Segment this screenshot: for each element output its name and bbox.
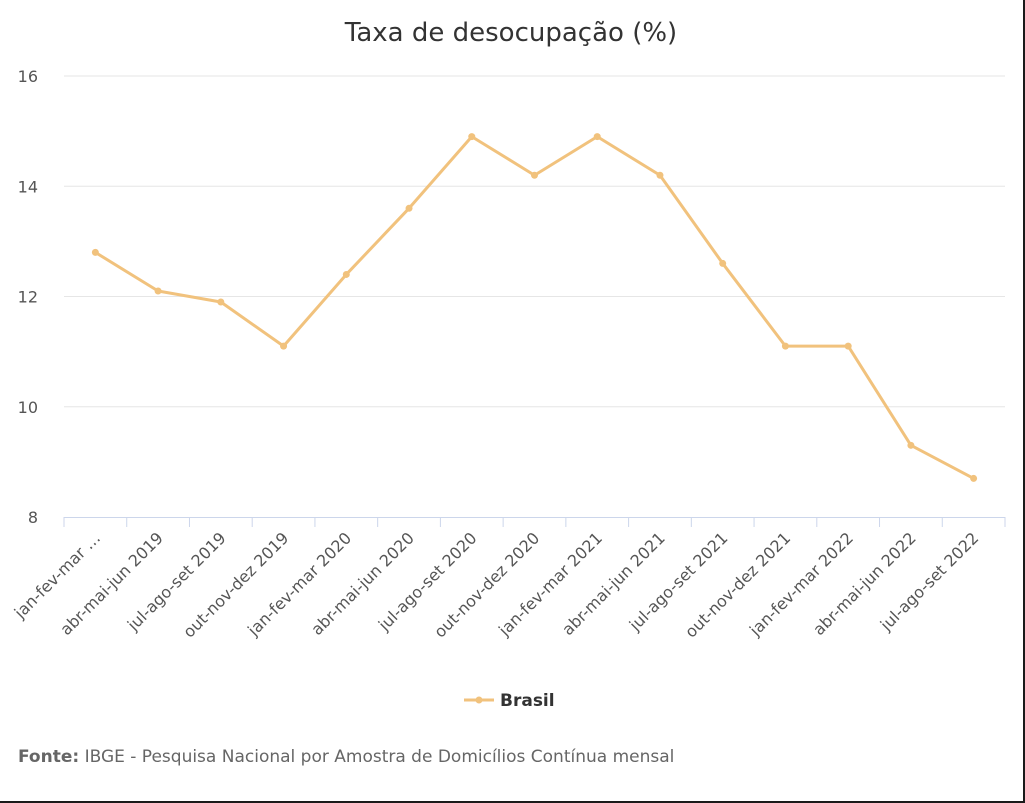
x-tick-label: out-nov-dez 2019: [179, 528, 292, 641]
source-label: Fonte:: [18, 747, 80, 767]
data-point[interactable]: [844, 342, 852, 350]
data-point[interactable]: [719, 259, 727, 267]
legend-swatch-marker: [475, 696, 483, 704]
data-point[interactable]: [468, 133, 476, 141]
series-layer: [91, 133, 978, 482]
y-axis-tick-labels: 8 10 12 14 16: [18, 67, 38, 527]
y-tick-label: 12: [18, 288, 38, 307]
source-text: IBGE - Pesquisa Nacional por Amostra de …: [84, 747, 675, 767]
legend[interactable]: Brasil: [464, 691, 555, 711]
data-point[interactable]: [154, 287, 162, 295]
data-point[interactable]: [656, 171, 664, 179]
x-tick-label: jan-fev-mar 2022: [745, 528, 857, 640]
x-tick-label: out-nov-dez 2020: [430, 528, 543, 641]
x-axis-tick-labels: jan-fev-mar …abr-mai-jun 2019jul-ago-set…: [10, 528, 983, 641]
series-line-0: [93, 135, 976, 480]
grid-lines: [64, 75, 1005, 408]
data-point[interactable]: [593, 133, 601, 141]
y-tick-label: 8: [28, 508, 38, 527]
y-tick-label: 14: [18, 177, 38, 196]
chart-title: Taxa de desocupação (%): [344, 18, 677, 48]
data-point[interactable]: [531, 171, 538, 179]
data-point[interactable]: [217, 298, 225, 306]
x-tick-label: out-nov-dez 2021: [681, 528, 794, 641]
data-point[interactable]: [907, 441, 915, 449]
data-point[interactable]: [781, 342, 789, 350]
source-note: Fonte: IBGE - Pesquisa Nacional por Amos…: [18, 747, 674, 767]
x-axis: [63, 517, 1006, 527]
data-point[interactable]: [280, 342, 288, 350]
x-tick-label: jan-fev-mar 2020: [243, 528, 355, 640]
y-tick-label: 16: [18, 67, 38, 86]
y-tick-label: 10: [18, 398, 38, 417]
data-point[interactable]: [342, 270, 350, 278]
legend-item-label[interactable]: Brasil: [500, 691, 555, 711]
data-point[interactable]: [405, 204, 413, 212]
x-tick-label: jan-fev-mar 2021: [494, 528, 606, 640]
data-point[interactable]: [970, 474, 978, 482]
data-point[interactable]: [91, 248, 99, 256]
